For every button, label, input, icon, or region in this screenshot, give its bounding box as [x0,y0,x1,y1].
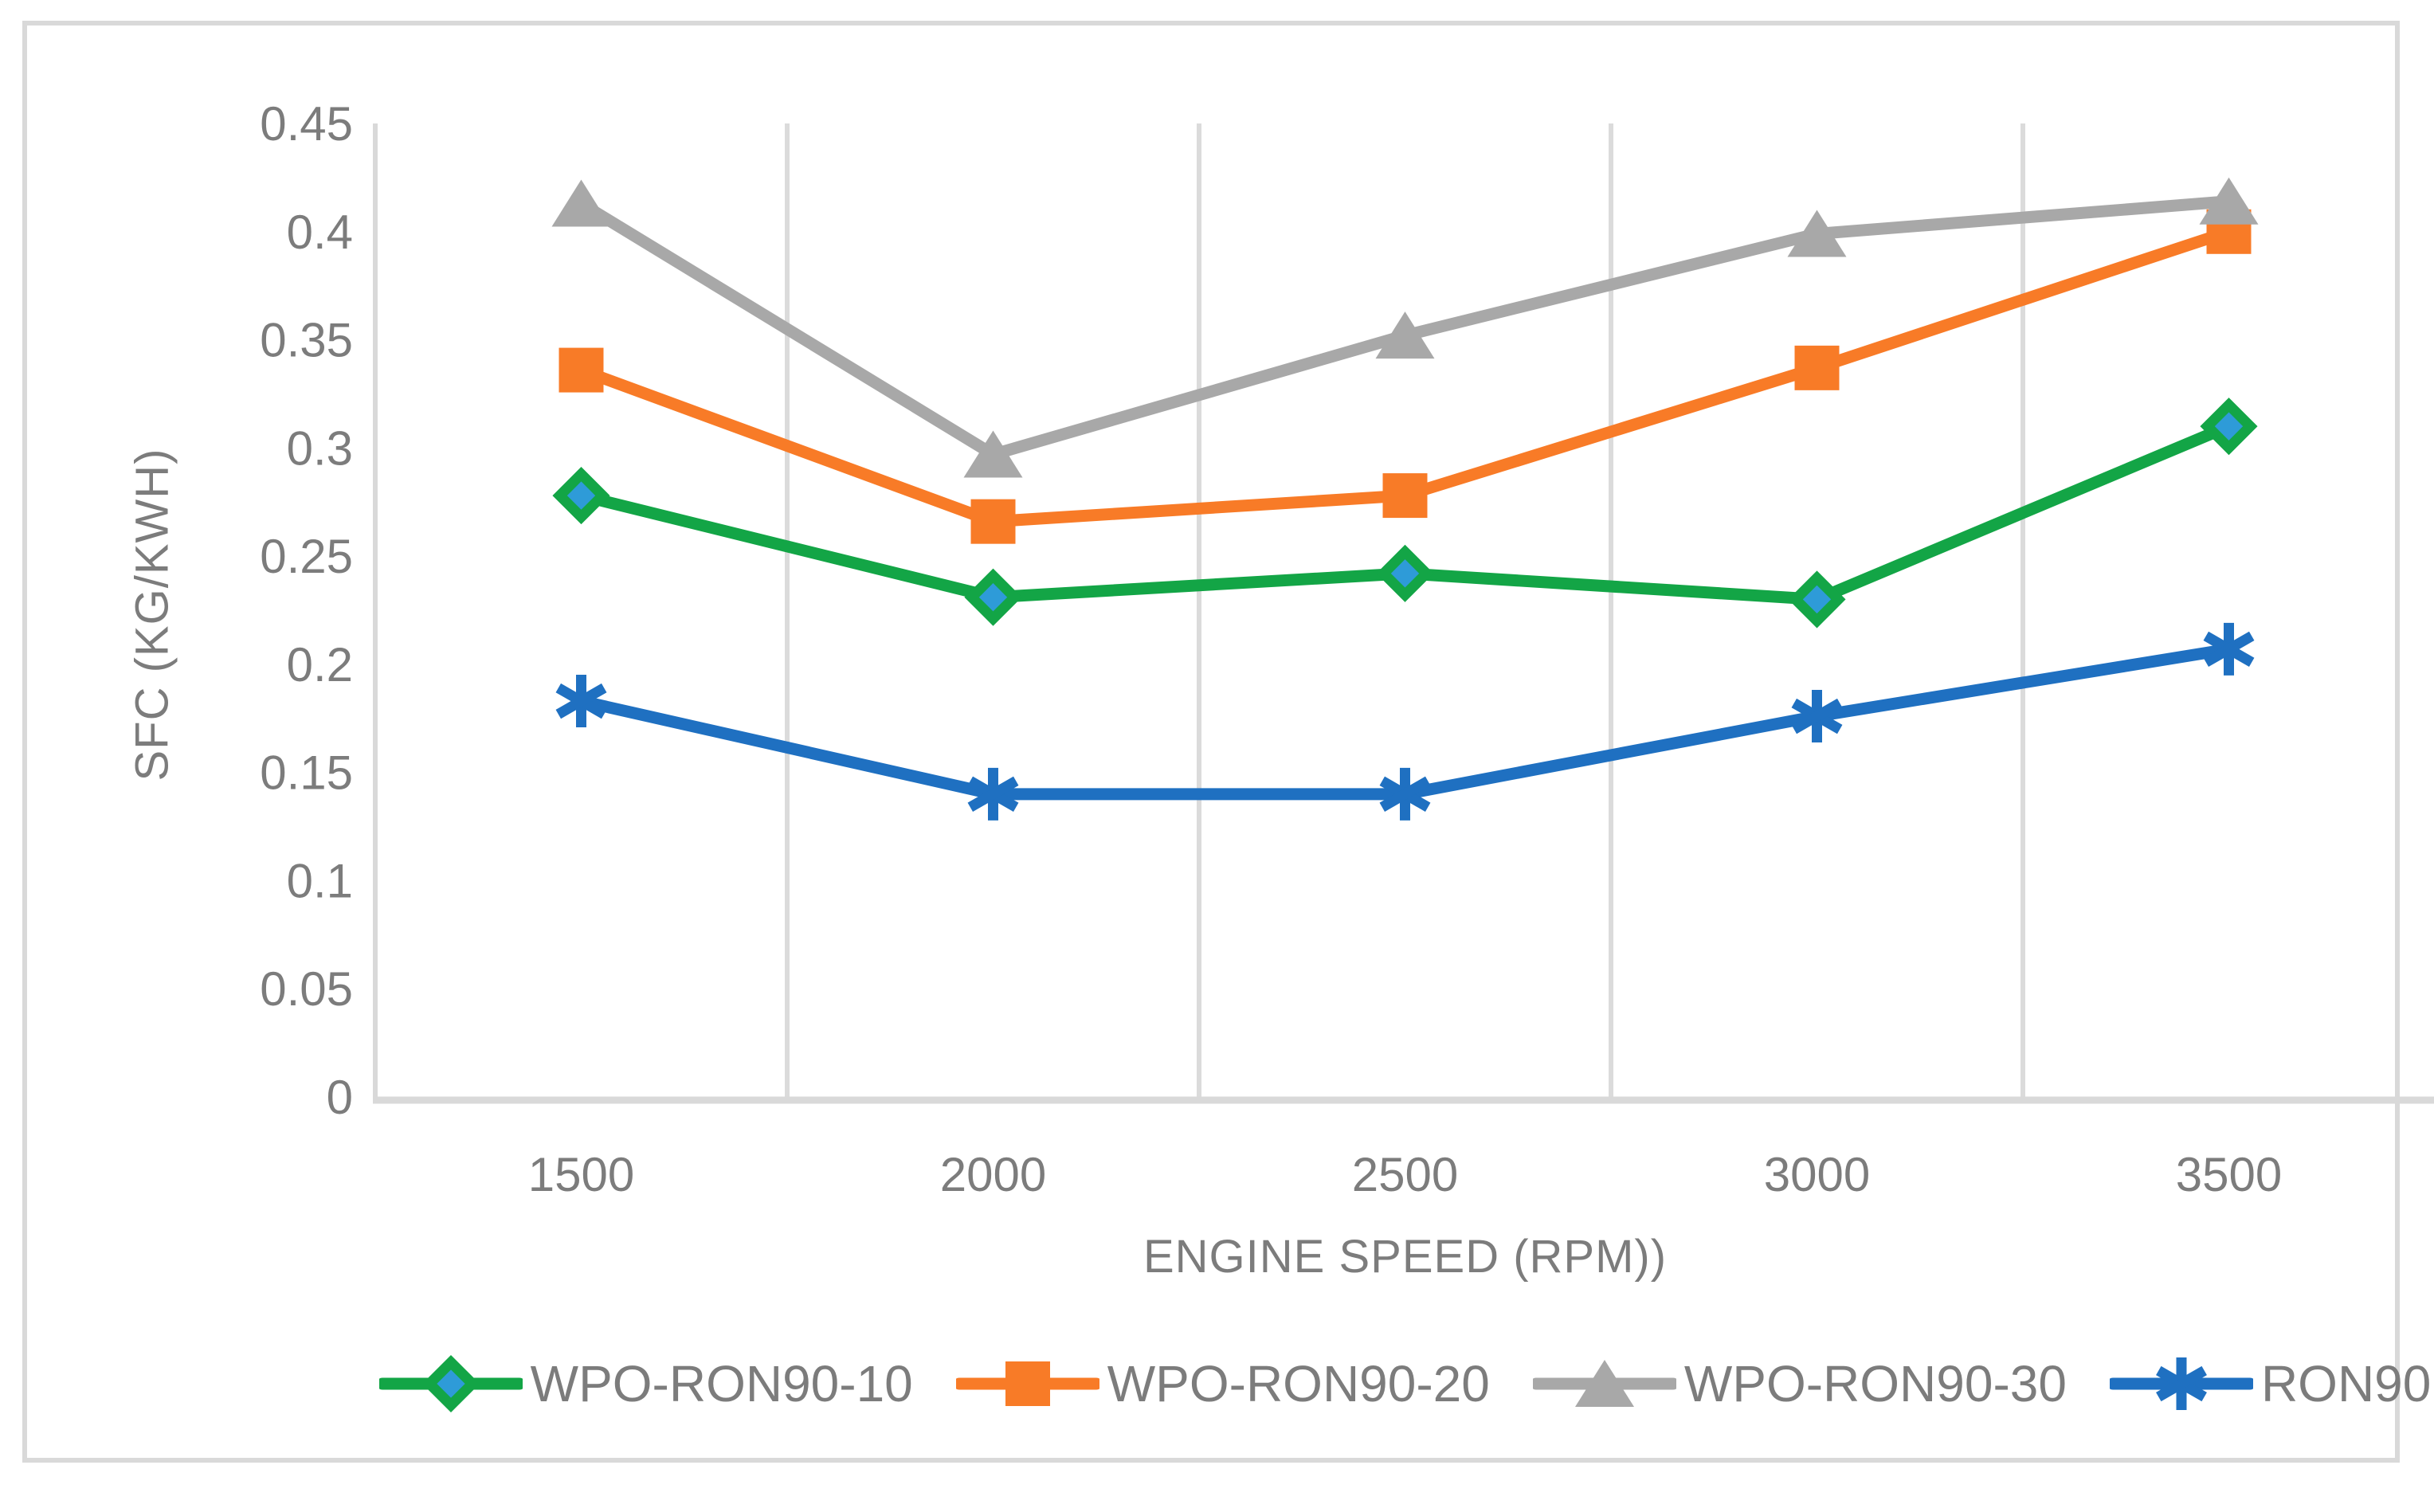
square-marker-icon [559,347,604,393]
triangle-marker-icon [1574,1360,1634,1407]
y-tick-label: 0.15 [260,746,353,800]
asterisk-marker-icon [555,683,607,719]
y-tick-label: 0.45 [260,97,353,151]
legend-label: WPO-RON90-10 [530,1355,913,1412]
triangle-marker-icon [963,430,1023,478]
y-tick-label: 0.1 [287,854,353,907]
x-axis-title: ENGINE SPEED (RPM)) [1143,1231,1668,1283]
x-tick-label: 3000 [1764,1148,1870,1201]
x-tick-label: 2500 [1352,1148,1458,1201]
diamond-marker-icon [2200,398,2258,456]
y-tick-label: 0.25 [260,530,353,583]
diamond-marker-icon [421,1354,480,1413]
triangle-marker-icon [551,179,611,227]
legend-item-WPO-RON90-30: WPO-RON90-30 [1532,1349,2067,1418]
x-tick-label: 3500 [2176,1148,2282,1201]
asterisk-marker-icon [2155,1365,2207,1402]
triangle-marker-icon [1375,311,1435,359]
y-tick-label: 0 [327,1071,353,1124]
asterisk-marker-icon [2203,631,2255,668]
legend-key-WPO-RON90-30 [1532,1360,1676,1407]
legend-item-RON90: RON90 [2109,1349,2432,1418]
legend-key-WPO-RON90-20 [955,1361,1099,1406]
x-tick-label: 1500 [528,1148,634,1201]
legend-item-WPO-RON90-20: WPO-RON90-20 [955,1349,1490,1418]
triangle-marker-icon [2199,177,2259,225]
triangle-marker-icon [1787,210,1847,257]
legend-key-WPO-RON90-10 [378,1354,523,1413]
y-tick-label: 0.2 [287,638,353,691]
diamond-marker-icon [964,568,1022,626]
asterisk-marker-icon [1791,698,1843,734]
diamond-marker-icon [1788,570,1846,629]
y-axis-title: SFC (KG/KWH) [126,448,178,781]
legend-label: WPO-RON90-20 [1107,1355,1490,1412]
square-marker-icon [1382,473,1428,519]
y-tick-label: 0.05 [260,962,353,1016]
diamond-marker-icon [552,467,610,525]
y-tick-label: 0.3 [287,421,353,475]
line-chart-plot: 0 0.05 0.1 0.15 0.2 0.25 0.3 0.35 0.4 0.45 1500 200… [260,97,2434,1201]
asterisk-marker-icon [967,776,1019,812]
chart-legend: WPO-RON90-10 WPO-RON90-20 WPO-RON90-30 RON9… [375,1344,2434,1424]
legend-label: WPO-RON90-30 [1683,1355,2067,1412]
legend-key-RON90 [2109,1357,2253,1410]
square-marker-icon [1794,345,1840,390]
y-tick-label: 0.35 [260,314,353,367]
diamond-marker-icon [1376,544,1434,602]
y-tick-label: 0.4 [287,206,353,259]
legend-item-WPO-RON90-10: WPO-RON90-10 [378,1349,913,1418]
asterisk-marker-icon [1379,776,1431,812]
chart-frame: 0 0.05 0.1 0.15 0.2 0.25 0.3 0.35 0.4 0.45 1500 200… [22,21,2434,1463]
x-tick-label: 2000 [940,1148,1046,1201]
square-marker-icon [970,499,1016,544]
square-marker-icon [1005,1361,1050,1406]
legend-label: RON90 [2260,1355,2432,1412]
